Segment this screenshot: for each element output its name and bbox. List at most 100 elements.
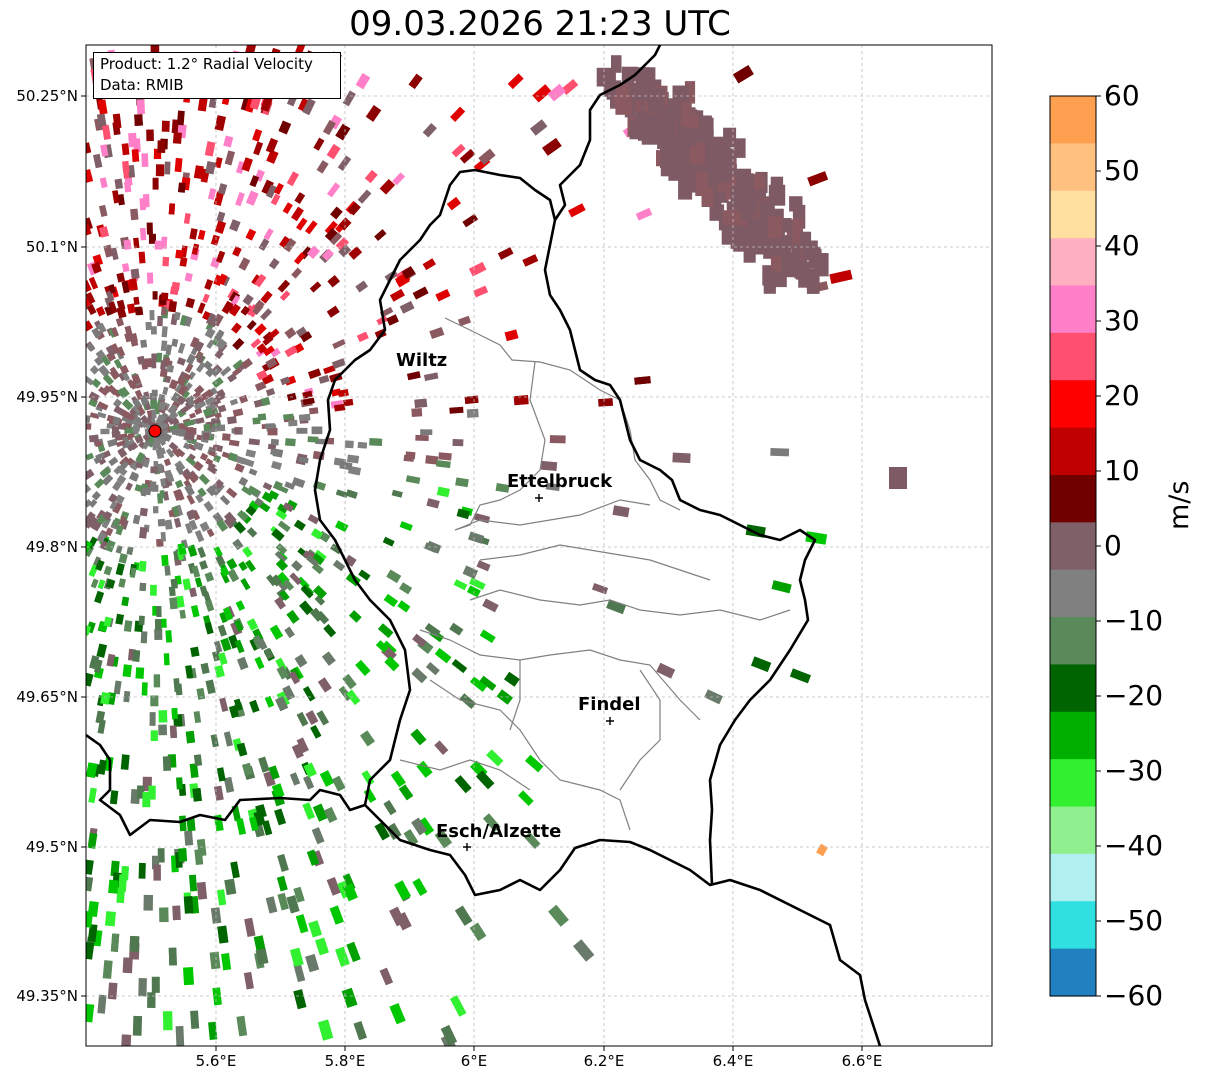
velocity-echo [204, 571, 215, 583]
velocity-echo [189, 763, 199, 778]
velocity-echo [100, 355, 111, 367]
velocity-echo [161, 236, 168, 249]
velocity-echo [86, 422, 92, 430]
velocity-echo [188, 874, 198, 892]
colorbar-segment [1050, 617, 1096, 666]
velocity-echo [171, 447, 182, 458]
velocity-echo [781, 218, 792, 233]
velocity-echo [606, 599, 627, 615]
plot-frame [85, 44, 993, 1047]
velocity-echo [89, 412, 100, 420]
velocity-echo [102, 960, 113, 979]
velocity-echo [282, 579, 294, 591]
velocity-echo [142, 433, 151, 442]
velocity-echo [348, 246, 363, 260]
velocity-echo [344, 554, 357, 567]
velocity-echo [132, 514, 141, 525]
velocity-echo [134, 435, 144, 444]
velocity-echo [294, 654, 308, 668]
velocity-echo [295, 914, 309, 934]
velocity-echo [466, 408, 479, 418]
colorbar-tick-label: −50 [1104, 904, 1164, 937]
velocity-echo [330, 543, 343, 555]
velocity-echo [311, 827, 325, 845]
velocity-echo [120, 1034, 132, 1046]
velocity-echo [168, 416, 179, 426]
velocity-echo [420, 429, 433, 436]
velocity-echo [88, 434, 99, 443]
velocity-echo [313, 137, 325, 151]
velocity-echo [486, 749, 504, 767]
velocity-echo [723, 210, 741, 226]
velocity-echo [334, 520, 349, 533]
velocity-echo [279, 290, 291, 301]
velocity-echo [205, 312, 218, 326]
velocity-echo [479, 629, 496, 644]
velocity-echo [86, 142, 92, 154]
velocity-echo [199, 452, 209, 461]
velocity-echo [337, 388, 349, 398]
velocity-echo [138, 251, 146, 264]
velocity-echo [127, 164, 136, 178]
velocity-echo [143, 894, 154, 911]
velocity-echo [186, 509, 197, 520]
velocity-echo [300, 585, 314, 599]
velocity-echo [89, 365, 100, 375]
velocity-echo [150, 399, 156, 406]
velocity-echo [171, 338, 179, 348]
velocity-echo [193, 441, 204, 451]
city-label-findel: Findel [578, 694, 641, 715]
velocity-echo [478, 148, 496, 165]
velocity-echo [172, 506, 180, 517]
velocity-echo [224, 150, 235, 166]
velocity-echo [188, 453, 196, 461]
velocity-echo [223, 518, 234, 529]
velocity-echo [236, 509, 249, 522]
velocity-echo [165, 448, 175, 458]
velocity-echo [159, 368, 168, 378]
velocity-echo [190, 1010, 200, 1029]
velocity-echo [547, 83, 566, 102]
velocity-echo [355, 73, 371, 90]
velocity-echo [191, 243, 200, 256]
colorbar-tick-label: 30 [1104, 304, 1140, 337]
velocity-echo [94, 478, 105, 489]
velocity-echo [462, 213, 479, 228]
velocity-echo [207, 188, 217, 200]
velocity-echo [188, 519, 198, 531]
velocity-echo [306, 849, 320, 866]
velocity-echo [107, 982, 118, 1000]
velocity-echo [507, 73, 524, 90]
velocity-echo [734, 138, 746, 158]
velocity-echo [123, 181, 132, 193]
velocity-echo [161, 120, 170, 132]
velocity-echo [805, 531, 828, 545]
velocity-echo [435, 289, 451, 302]
velocity-echo [392, 172, 406, 186]
velocity-echo [105, 345, 116, 357]
velocity-echo [179, 405, 190, 415]
velocity-echo [308, 407, 319, 415]
velocity-echo [214, 331, 224, 342]
velocity-echo [251, 302, 264, 316]
velocity-echo [768, 216, 783, 239]
velocity-echo [518, 790, 534, 806]
velocity-echo [193, 711, 202, 724]
velocity-echo [149, 309, 155, 321]
velocity-echo [220, 566, 230, 577]
velocity-echo [401, 266, 416, 280]
velocity-echo [289, 772, 301, 786]
velocity-echo [97, 364, 111, 378]
velocity-echo [410, 728, 427, 746]
velocity-echo [260, 95, 273, 112]
velocity-echo [204, 599, 215, 612]
velocity-echo [152, 177, 159, 190]
velocity-echo [150, 584, 157, 596]
velocity-echo [134, 389, 144, 401]
velocity-echo [789, 668, 812, 684]
velocity-echo [450, 106, 466, 122]
velocity-echo [204, 621, 214, 635]
velocity-echo [213, 546, 223, 558]
velocity-echo [108, 284, 116, 294]
velocity-echo [115, 613, 125, 625]
